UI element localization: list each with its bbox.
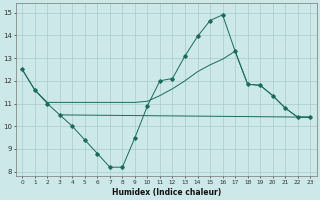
X-axis label: Humidex (Indice chaleur): Humidex (Indice chaleur) bbox=[112, 188, 221, 197]
